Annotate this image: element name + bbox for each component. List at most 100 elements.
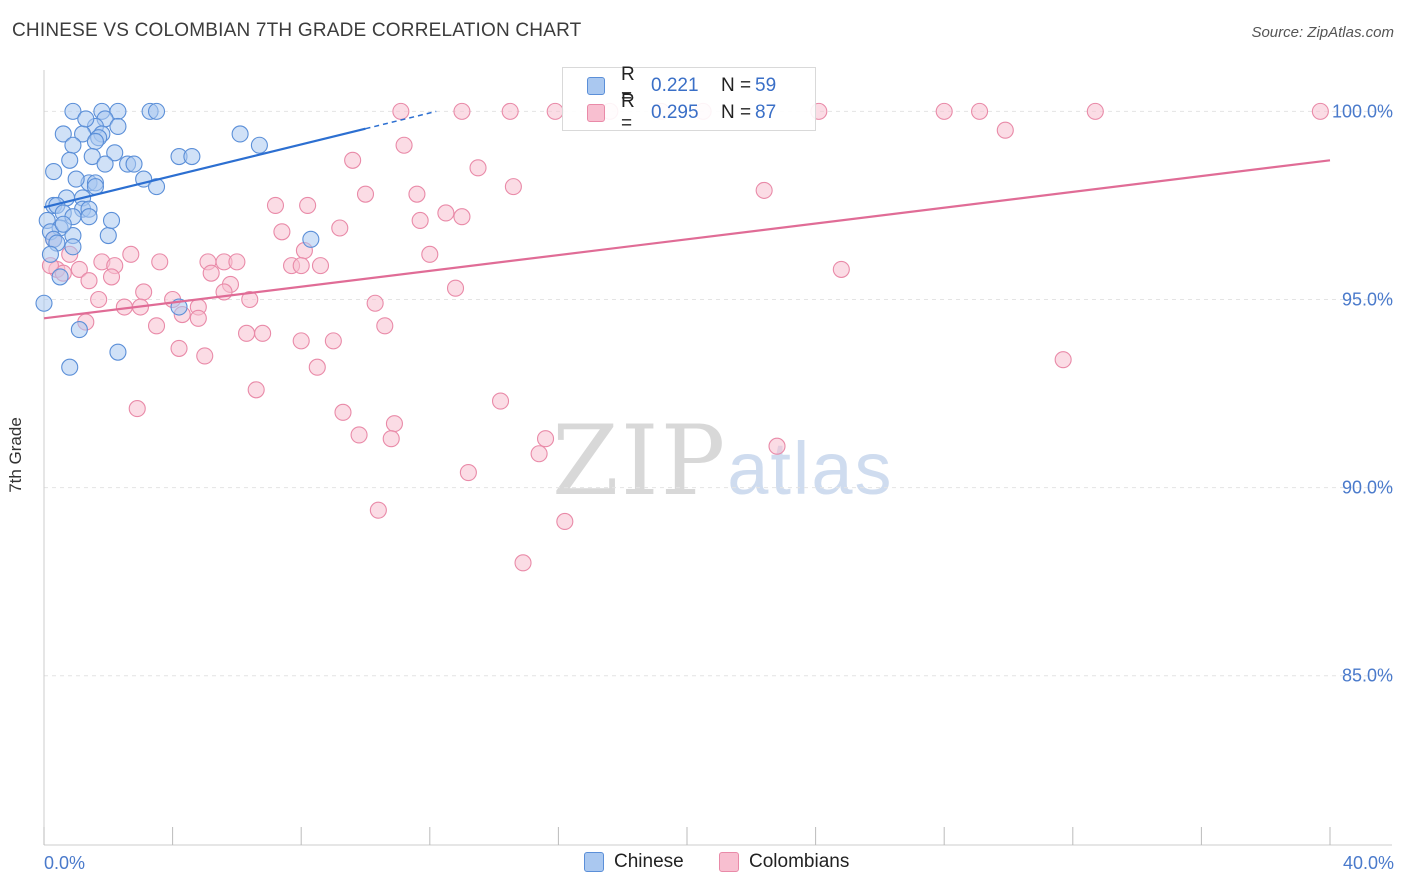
series-legend: Chinese Colombians — [0, 851, 1406, 877]
colombian-point — [228, 253, 246, 271]
chinese-point — [250, 136, 268, 154]
chinese-point — [51, 268, 69, 286]
chinese-trend-line-extension — [365, 110, 437, 130]
colombian-point — [755, 181, 773, 199]
chinese-swatch — [587, 77, 605, 95]
colombian-point — [501, 102, 519, 120]
colombian-point — [437, 204, 455, 222]
colombian-point — [80, 272, 98, 290]
chinese-point — [64, 238, 82, 256]
chinese-point — [86, 178, 104, 196]
colombian-point — [385, 415, 403, 433]
chinese-point — [41, 245, 59, 263]
chinese-point — [70, 321, 88, 339]
colombian-point — [768, 437, 786, 455]
colombian-point — [273, 223, 291, 241]
colombian-point — [392, 102, 410, 120]
colombian-point — [935, 102, 953, 120]
y-tick-label: 90.0% — [1342, 478, 1393, 498]
colombian-point — [266, 196, 285, 214]
chinese-point — [61, 151, 79, 169]
r-label: R = — [621, 64, 635, 107]
colombian-point — [344, 151, 362, 169]
chinese-point — [106, 144, 124, 162]
colombian-point — [331, 219, 349, 237]
colombian-point — [971, 102, 989, 120]
colombian-point — [356, 185, 375, 203]
colombian-point — [324, 332, 342, 350]
colombian-point — [147, 317, 166, 335]
y-tick-label: 95.0% — [1342, 289, 1393, 309]
colombian-trend-line — [43, 159, 1331, 320]
n-value: 87 — [755, 102, 777, 123]
colombian-point — [546, 102, 564, 120]
watermark-zip: ZIP — [552, 405, 728, 517]
n-label: N = — [721, 102, 752, 123]
stats-legend: R = 0.221 N = 59 R = 0.295 N = 87 — [562, 64, 816, 134]
chinese-point — [109, 343, 127, 361]
y-tick-label: 85.0% — [1342, 666, 1393, 686]
colombian-point — [202, 264, 220, 282]
colombian-point — [299, 196, 317, 214]
colombian-point — [237, 324, 256, 342]
stats-row-colombians: R = 0.295 N = 87 — [587, 91, 777, 134]
chinese-trend-line — [43, 127, 366, 209]
colombian-point — [292, 257, 310, 275]
colombian-point — [1086, 102, 1104, 120]
colombian-point — [491, 392, 510, 410]
chinese-point — [86, 132, 104, 151]
legend-item-colombians[interactable]: Colombians — [719, 851, 849, 873]
colombian-point — [453, 102, 471, 120]
colombian-point — [122, 245, 140, 263]
chinese-point — [54, 125, 72, 143]
chinese-point — [45, 163, 63, 181]
watermark: ZIPatlas — [552, 405, 894, 517]
chinese-point — [83, 147, 101, 166]
chinese-point — [64, 102, 82, 120]
watermark-atlas: atlas — [727, 427, 894, 510]
legend-item-chinese[interactable]: Chinese — [584, 851, 684, 873]
chinese-swatch — [584, 852, 604, 872]
chinese-point — [61, 358, 79, 376]
source-label: Source: ZipAtlas.com — [1251, 24, 1394, 41]
colombian-point — [504, 178, 522, 196]
y-tick-label: 100.0% — [1332, 101, 1393, 121]
colombian-point — [350, 426, 368, 444]
colombian-point — [369, 501, 387, 519]
colombian-point — [170, 339, 188, 357]
legend-label-chinese: Chinese — [614, 851, 684, 872]
x-tick-label-min: 0.0% — [44, 853, 86, 873]
r-value: 0.295 — [651, 102, 699, 123]
legend-label-colombians: Colombians — [749, 851, 850, 872]
chinese-point — [67, 170, 85, 188]
r-value: 0.221 — [651, 75, 699, 96]
chinese-point — [147, 178, 166, 196]
chinese-point — [64, 136, 82, 154]
colombians-swatch — [587, 104, 605, 122]
colombian-point — [292, 332, 310, 350]
colombian-point — [311, 257, 330, 275]
colombian-point — [334, 403, 352, 421]
colombian-point — [1311, 102, 1329, 120]
colombian-point — [832, 260, 850, 278]
chinese-point — [99, 226, 117, 245]
colombian-point — [411, 211, 429, 230]
colombian-point — [996, 121, 1014, 139]
chinese-point — [183, 147, 201, 166]
colombian-point — [382, 430, 400, 448]
stats-row-chinese: R = 0.221 N = 59 — [587, 64, 776, 107]
colombian-point — [366, 294, 384, 312]
chart-title: CHINESE VS COLOMBIAN 7TH GRADE CORRELATI… — [12, 20, 582, 41]
colombian-point — [446, 279, 465, 297]
colombian-point — [556, 512, 574, 531]
chinese-point — [102, 211, 121, 230]
chinese-point — [147, 102, 166, 120]
chinese-point — [35, 294, 53, 312]
colombian-point — [90, 290, 108, 309]
colombian-point — [514, 554, 532, 572]
chinese-point — [231, 125, 249, 143]
chinese-point — [109, 117, 127, 135]
colombian-point — [376, 317, 394, 335]
colombian-point — [247, 381, 265, 399]
